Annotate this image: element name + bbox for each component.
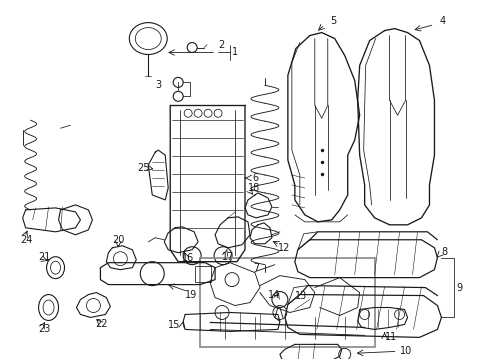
Text: 16: 16 bbox=[182, 253, 194, 263]
Text: 3: 3 bbox=[155, 80, 161, 90]
Text: 7: 7 bbox=[252, 263, 259, 273]
Text: 10: 10 bbox=[399, 346, 411, 356]
Text: 12: 12 bbox=[277, 243, 290, 253]
Text: 14: 14 bbox=[267, 289, 280, 300]
Text: 22: 22 bbox=[95, 319, 108, 329]
Text: 21: 21 bbox=[39, 252, 51, 262]
Text: 8: 8 bbox=[441, 247, 447, 257]
Text: 20: 20 bbox=[112, 235, 124, 245]
Text: 25: 25 bbox=[137, 163, 149, 173]
Text: 24: 24 bbox=[20, 235, 33, 245]
Text: 2: 2 bbox=[218, 40, 224, 50]
Text: 17: 17 bbox=[222, 252, 234, 262]
Text: 6: 6 bbox=[251, 173, 258, 183]
Text: 1: 1 bbox=[232, 48, 238, 58]
Text: 11: 11 bbox=[384, 332, 396, 342]
Bar bbox=[200, 258, 374, 347]
Text: 19: 19 bbox=[185, 289, 197, 300]
Bar bbox=[195, 266, 211, 282]
Text: 15: 15 bbox=[168, 320, 180, 330]
Text: 5: 5 bbox=[329, 15, 335, 26]
Text: 13: 13 bbox=[294, 291, 306, 301]
Text: 18: 18 bbox=[247, 183, 260, 193]
Text: 4: 4 bbox=[439, 15, 445, 26]
Text: 9: 9 bbox=[455, 283, 462, 293]
Text: 23: 23 bbox=[39, 324, 51, 334]
